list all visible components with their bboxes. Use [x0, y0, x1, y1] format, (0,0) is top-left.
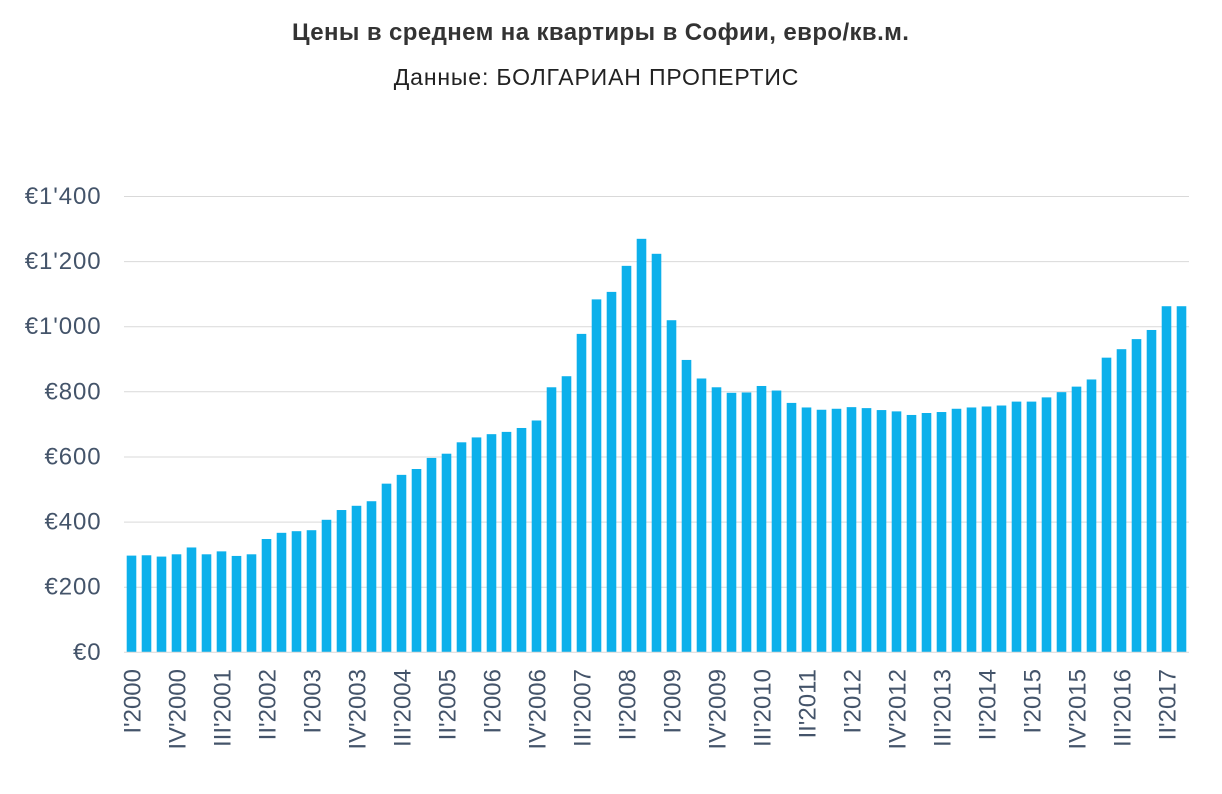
- svg-text:I'2012: I'2012: [840, 669, 867, 734]
- svg-text:Данные: БОЛГАРИАН ПРОПЕРТИС: Данные: БОЛГАРИАН ПРОПЕРТИС: [394, 64, 799, 90]
- svg-text:€800: €800: [45, 378, 102, 405]
- svg-text:I'2015: I'2015: [1020, 669, 1047, 734]
- svg-text:IV'2006: IV'2006: [525, 669, 552, 750]
- svg-text:III'2007: III'2007: [570, 669, 597, 747]
- svg-text:I'2009: I'2009: [660, 669, 687, 734]
- svg-text:€1'000: €1'000: [25, 313, 102, 340]
- svg-text:IV'2003: IV'2003: [345, 669, 372, 750]
- svg-text:€600: €600: [45, 444, 102, 471]
- svg-text:IV'2009: IV'2009: [705, 669, 732, 750]
- svg-text:III'2004: III'2004: [390, 669, 417, 747]
- svg-text:II'2008: II'2008: [615, 669, 642, 740]
- svg-text:€0: €0: [73, 639, 102, 666]
- svg-text:€400: €400: [45, 509, 102, 536]
- svg-text:I'2003: I'2003: [300, 669, 327, 734]
- svg-text:II'2014: II'2014: [975, 669, 1002, 740]
- svg-text:Цены в среднем на квартиры в С: Цены в среднем на квартиры в Софии, евро…: [292, 19, 909, 46]
- svg-text:IV'2000: IV'2000: [165, 669, 192, 750]
- svg-text:IV'2012: IV'2012: [885, 669, 912, 750]
- svg-text:€200: €200: [45, 574, 102, 601]
- svg-text:€1'400: €1'400: [25, 183, 102, 210]
- svg-text:IV'2015: IV'2015: [1065, 669, 1092, 750]
- svg-text:III'2013: III'2013: [930, 669, 957, 747]
- svg-text:II'2005: II'2005: [435, 669, 462, 740]
- svg-text:I'2006: I'2006: [480, 669, 507, 734]
- svg-text:III'2016: III'2016: [1110, 669, 1137, 747]
- svg-text:II'2011: II'2011: [795, 669, 822, 739]
- svg-text:€1'200: €1'200: [25, 248, 102, 275]
- svg-text:II'2017: II'2017: [1155, 669, 1182, 740]
- svg-text:II'2002: II'2002: [255, 669, 282, 740]
- svg-text:III'2010: III'2010: [750, 669, 777, 747]
- svg-text:III'2001: III'2001: [210, 669, 237, 747]
- svg-text:I'2000: I'2000: [120, 669, 147, 734]
